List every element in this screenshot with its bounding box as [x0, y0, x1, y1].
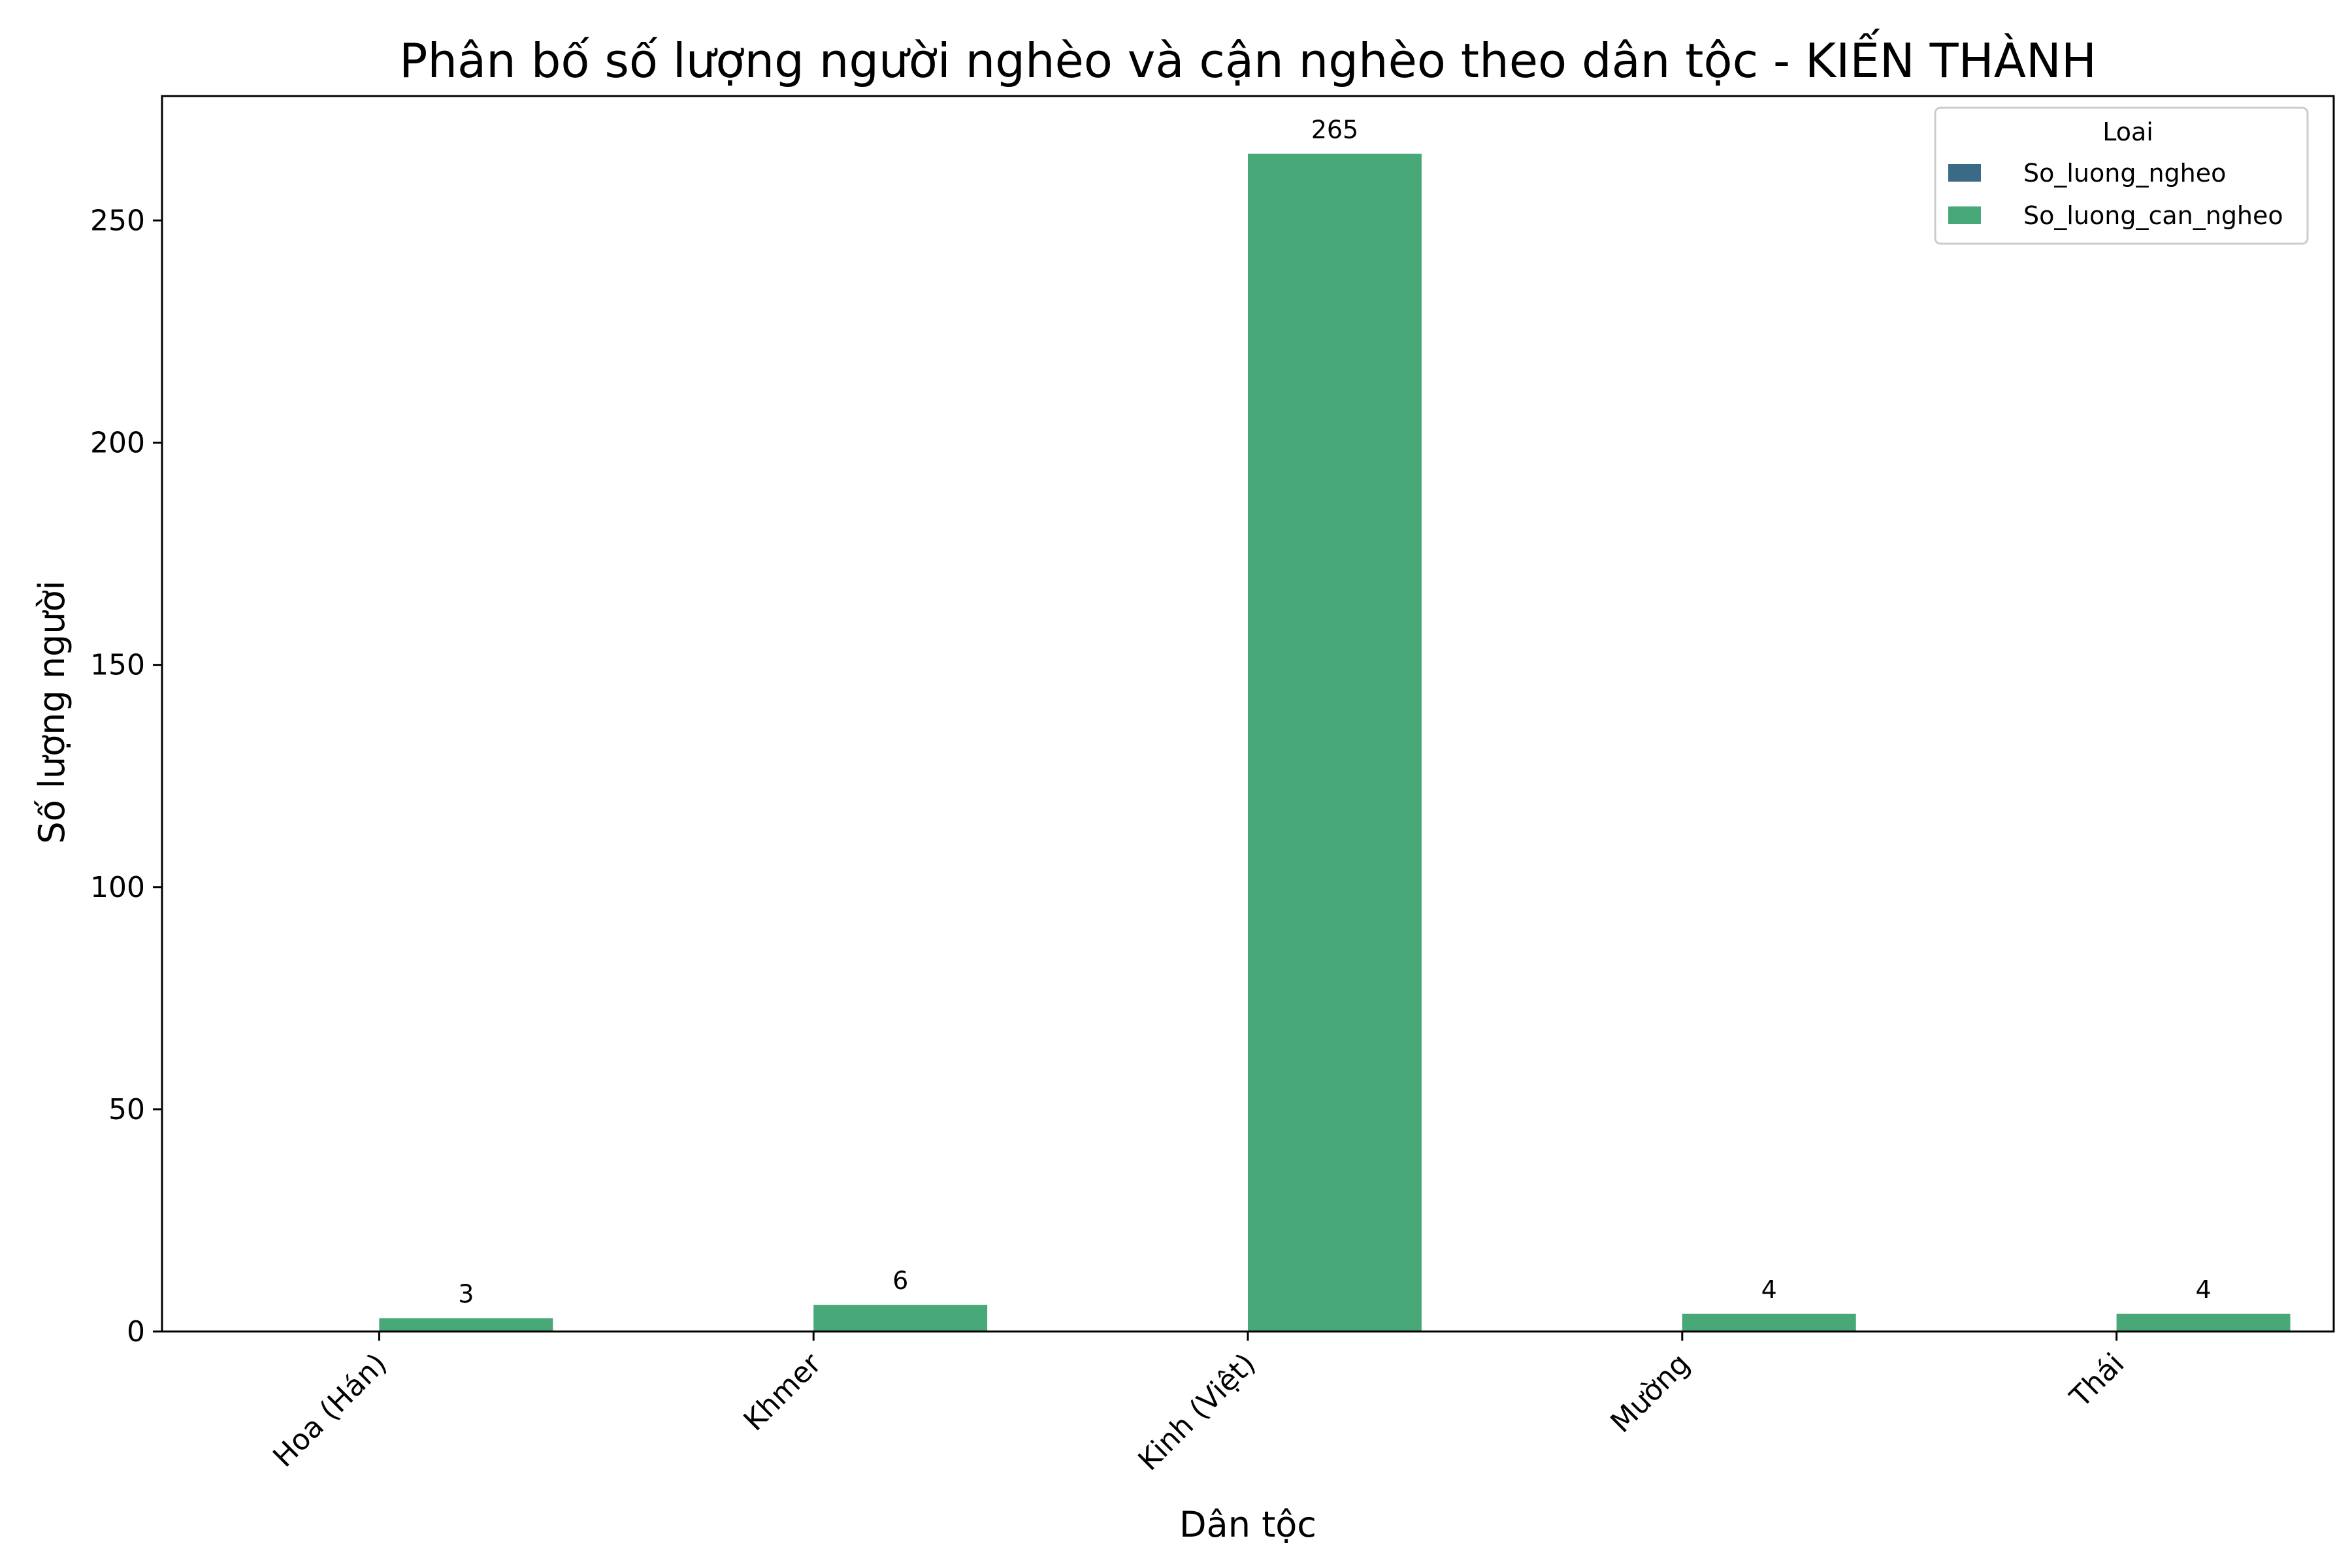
legend-label-ngheo: So_luong_ngheo: [2023, 159, 2226, 188]
data-label-2: 265: [1311, 115, 1359, 144]
data-label-3: 4: [1761, 1275, 1777, 1304]
plot-area: 3 6 265 4 4 0 50 100 150 200 250 Hoa (Hán) Khmer Kinh…: [90, 95, 2335, 1477]
y-tick-label-3: 150: [90, 649, 145, 682]
y-axis-label: Số lượng người: [31, 580, 73, 843]
chart-title: Phân bố số lượng người nghèo và cận nghè…: [399, 29, 2097, 88]
y-tick-label-0: 0: [127, 1315, 145, 1348]
bar-can-ngheo-2: [1248, 154, 1422, 1331]
x-axis-label: Dân tộc: [1179, 1504, 1316, 1545]
legend-label-can-ngheo: So_luong_can_ngheo: [2023, 201, 2283, 230]
y-tick-label-1: 50: [108, 1093, 145, 1126]
y-tick-label-4: 200: [90, 427, 145, 460]
x-tick-label-2: Kinh (Việt): [1132, 1347, 1262, 1477]
bar-can-ngheo-1: [813, 1305, 988, 1331]
data-label-1: 6: [892, 1266, 908, 1295]
x-tick-label-4: Thái: [2063, 1347, 2131, 1414]
legend-swatch-ngheo: [1948, 164, 1981, 182]
legend-box: [1934, 106, 2309, 245]
y-tick-label-2: 100: [90, 871, 145, 904]
bar-can-ngheo-4: [2116, 1313, 2291, 1331]
x-tick-label-1: Khmer: [738, 1347, 828, 1437]
data-label-0: 3: [458, 1280, 474, 1309]
legend-swatch-can-ngheo: [1948, 206, 1981, 224]
bar-can-ngheo-3: [1682, 1313, 1856, 1331]
y-tick-label-5: 250: [90, 204, 145, 237]
x-tick-label-3: Mường: [1604, 1347, 1696, 1439]
bar-can-ngheo-0: [379, 1318, 553, 1331]
legend-title: Loai: [2102, 118, 2153, 146]
legend: Loai So_luong_ngheo So_luong_can_ngheo: [1934, 106, 2309, 245]
data-label-4: 4: [2195, 1275, 2211, 1304]
x-tick-label-0: Hoa (Hán): [267, 1347, 393, 1474]
